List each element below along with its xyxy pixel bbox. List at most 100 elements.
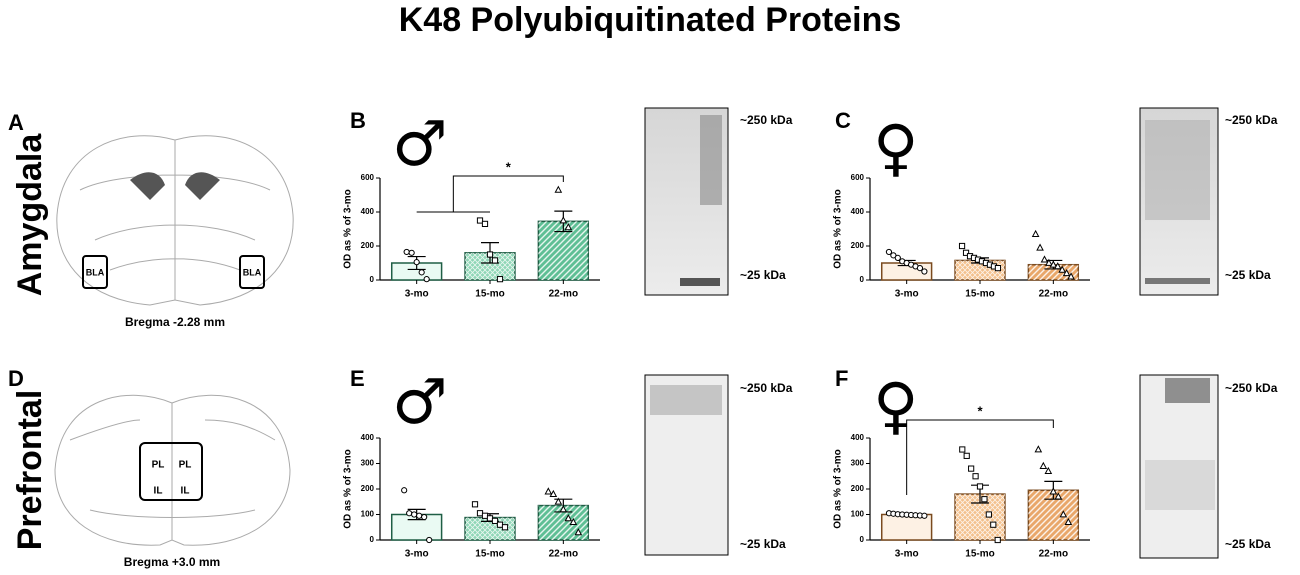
data-point bbox=[496, 521, 504, 528]
data-point bbox=[486, 251, 494, 258]
sex-symbol: ♂ bbox=[392, 365, 448, 438]
data-point bbox=[981, 496, 988, 503]
y-tick-label: 300 bbox=[851, 459, 865, 468]
data-point bbox=[486, 515, 494, 522]
sex-symbol: ♀ bbox=[873, 369, 918, 442]
region-label: PL bbox=[179, 460, 192, 471]
x-tick-label: 15-mo bbox=[475, 549, 504, 560]
panel-letter: A bbox=[8, 110, 24, 135]
data-point bbox=[403, 248, 410, 256]
panel-letter: C bbox=[835, 108, 851, 133]
data-point bbox=[916, 265, 924, 272]
data-point bbox=[471, 501, 479, 508]
data-point bbox=[1036, 243, 1044, 251]
western-blot bbox=[1139, 107, 1219, 296]
data-point bbox=[554, 497, 563, 505]
y-tick-label: 200 bbox=[851, 241, 865, 250]
significance-label: * bbox=[977, 403, 983, 418]
data-point bbox=[569, 517, 578, 526]
data-point bbox=[972, 473, 979, 480]
brain-diagram bbox=[54, 394, 291, 546]
y-tick-label: 0 bbox=[860, 275, 865, 284]
panel-letter: B bbox=[350, 108, 366, 133]
sex-symbol: ♀ bbox=[873, 111, 918, 184]
data-point bbox=[476, 510, 484, 517]
blot-marker: ~25 kDa bbox=[1225, 537, 1271, 551]
panel-letter: F bbox=[835, 366, 848, 391]
data-point bbox=[968, 465, 975, 472]
data-point bbox=[1064, 517, 1073, 526]
x-tick-label: 15-mo bbox=[965, 289, 994, 300]
blot-marker: ~250 kDa bbox=[740, 113, 793, 127]
blot-marker: ~25 kDa bbox=[740, 537, 786, 551]
western-blot bbox=[1139, 374, 1219, 559]
data-point bbox=[554, 185, 563, 193]
data-point bbox=[1045, 258, 1053, 266]
data-point bbox=[885, 248, 893, 256]
data-point bbox=[413, 259, 420, 266]
blot-marker: ~250 kDa bbox=[740, 381, 793, 395]
data-point bbox=[564, 223, 573, 231]
y-tick-label: 400 bbox=[851, 433, 865, 442]
data-point bbox=[1039, 461, 1048, 469]
data-point bbox=[1049, 260, 1058, 268]
y-tick-label: 400 bbox=[361, 433, 375, 442]
data-point bbox=[491, 257, 499, 264]
data-point bbox=[1049, 487, 1058, 495]
x-tick-label: 22-mo bbox=[549, 549, 578, 560]
region-label: IL bbox=[181, 486, 190, 497]
x-tick-label: 22-mo bbox=[1039, 549, 1068, 560]
data-point bbox=[496, 276, 504, 283]
data-point bbox=[421, 513, 428, 521]
x-tick-label: 3-mo bbox=[895, 549, 919, 560]
figure-title: K48 Polyubiquitinated Proteins bbox=[399, 1, 902, 39]
data-point bbox=[408, 249, 415, 256]
blot-marker: ~250 kDa bbox=[1225, 113, 1278, 127]
data-point bbox=[962, 249, 970, 256]
y-tick-label: 600 bbox=[851, 173, 865, 182]
y-tick-label: 100 bbox=[361, 510, 375, 519]
panel-letter: E bbox=[350, 366, 365, 391]
y-tick-label: 200 bbox=[361, 241, 375, 250]
data-point bbox=[1059, 510, 1068, 518]
y-tick-label: 400 bbox=[361, 207, 375, 216]
x-tick-label: 3-mo bbox=[895, 289, 919, 300]
data-point bbox=[476, 217, 484, 224]
data-point bbox=[501, 524, 509, 531]
data-point bbox=[1062, 268, 1071, 277]
data-point bbox=[1044, 466, 1053, 475]
data-point bbox=[994, 265, 1002, 272]
data-point bbox=[544, 487, 553, 495]
data-point bbox=[921, 268, 928, 275]
x-tick-label: 22-mo bbox=[549, 289, 578, 300]
data-point bbox=[491, 517, 499, 524]
y-tick-label: 0 bbox=[860, 535, 865, 544]
data-point bbox=[423, 276, 430, 283]
significance-label: * bbox=[506, 159, 512, 174]
data-point bbox=[1054, 492, 1063, 500]
x-tick-label: 22-mo bbox=[1039, 289, 1068, 300]
data-point bbox=[416, 512, 423, 519]
y-tick-label: 0 bbox=[370, 535, 375, 544]
data-point bbox=[564, 514, 573, 522]
y-tick-label: 600 bbox=[361, 173, 375, 182]
data-point bbox=[406, 510, 413, 517]
row-label: Prefrontal bbox=[11, 390, 49, 551]
brain-diagram bbox=[56, 135, 294, 306]
blot-marker: ~250 kDa bbox=[1225, 381, 1278, 395]
data-point bbox=[1034, 445, 1043, 453]
data-point bbox=[1053, 262, 1062, 270]
sex-symbol: ♂ bbox=[392, 107, 448, 180]
data-point bbox=[401, 487, 408, 494]
data-point bbox=[559, 216, 568, 224]
row-label: Amygdala bbox=[11, 133, 49, 297]
y-axis-label: OD as % of 3-mo bbox=[343, 449, 354, 528]
data-point bbox=[921, 512, 928, 519]
data-point bbox=[1031, 229, 1040, 237]
blot-marker: ~25 kDa bbox=[740, 268, 786, 282]
region-label: BLA bbox=[243, 267, 262, 277]
western-blot bbox=[644, 107, 729, 296]
blot-marker: ~25 kDa bbox=[1225, 268, 1271, 282]
y-tick-label: 0 bbox=[370, 275, 375, 284]
